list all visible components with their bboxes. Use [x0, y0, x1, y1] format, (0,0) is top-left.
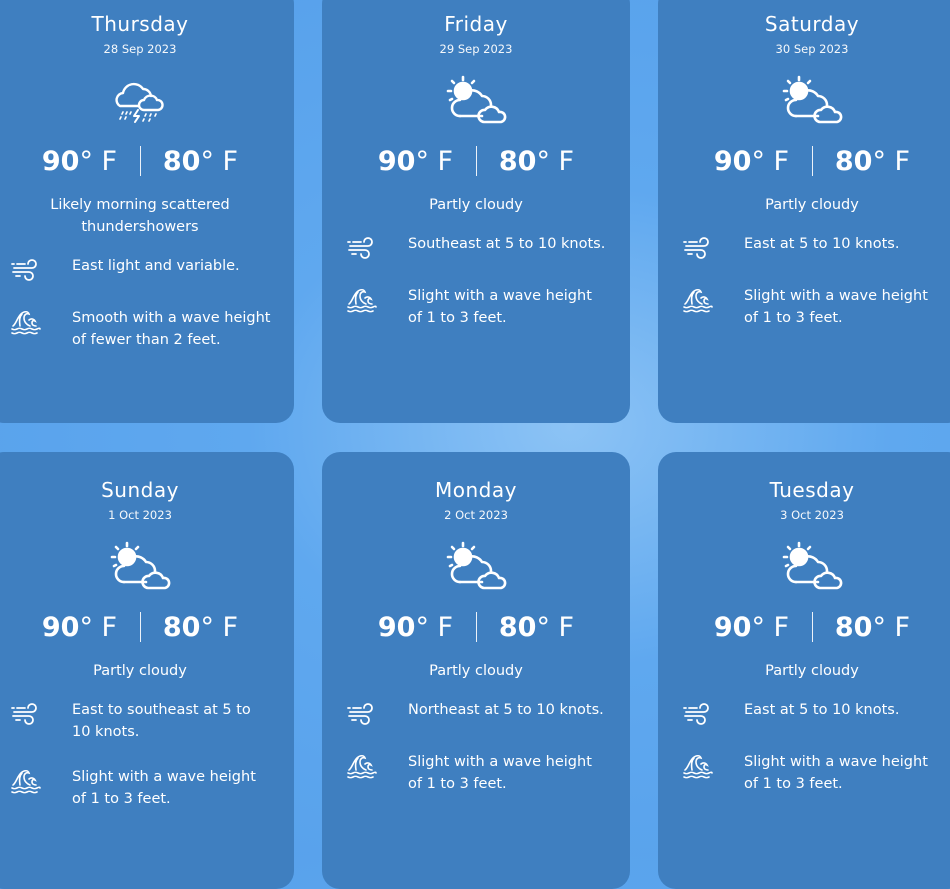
temp-divider	[139, 146, 141, 176]
low-temp: 80° F	[498, 611, 575, 643]
high-temp: 90° F	[713, 611, 790, 643]
weather-description: Partly cloudy	[765, 197, 859, 213]
wave-info: Slight with a wave height of 1 to 3 feet…	[658, 285, 950, 329]
wave-text: Slight with a wave height of 1 to 3 feet…	[408, 754, 592, 792]
wind-text: East to southeast at 5 to 10 knots.	[72, 702, 251, 740]
forecast-card-saturday: Saturday 30 Sep 2023 90° F 80° F Partly …	[658, 0, 950, 423]
temperature-range: 90° F 80° F	[356, 144, 597, 178]
wind-icon	[11, 703, 37, 725]
waves-icon	[11, 769, 41, 794]
wind-icon	[11, 259, 37, 281]
wind-icon	[347, 703, 373, 725]
wind-info: Southeast at 5 to 10 knots.	[322, 233, 630, 262]
wind-info: East light and variable.	[0, 255, 294, 284]
waves-icon	[347, 754, 377, 779]
low-temp: 80° F	[162, 145, 239, 177]
wind-icon	[347, 237, 373, 259]
partly-cloudy-icon	[444, 74, 508, 130]
day-name: Monday	[435, 478, 517, 502]
wave-text: Slight with a wave height of 1 to 3 feet…	[72, 769, 256, 807]
temperature-range: 90° F 80° F	[20, 144, 261, 178]
wind-text: East light and variable.	[72, 258, 240, 274]
wind-text: Northeast at 5 to 10 knots.	[408, 702, 604, 718]
wind-info: Northeast at 5 to 10 knots.	[322, 699, 630, 728]
wind-text: Southeast at 5 to 10 knots.	[408, 236, 606, 252]
weather-description: Partly cloudy	[93, 663, 187, 679]
wave-info: Slight with a wave height of 1 to 3 feet…	[322, 751, 630, 795]
low-temp: 80° F	[834, 145, 911, 177]
weather-description: Partly cloudy	[429, 197, 523, 213]
forecast-card-tuesday: Tuesday 3 Oct 2023 90° F 80° F Partly cl…	[658, 452, 950, 889]
high-temp: 90° F	[377, 145, 454, 177]
high-temp: 90° F	[41, 145, 118, 177]
weather-description: Partly cloudy	[765, 663, 859, 679]
wind-info: East to southeast at 5 to 10 knots.	[0, 699, 294, 743]
day-name: Thursday	[91, 12, 189, 36]
partly-cloudy-icon	[780, 540, 844, 596]
waves-icon	[11, 310, 41, 335]
low-temp: 80° F	[162, 611, 239, 643]
wave-text: Slight with a wave height of 1 to 3 feet…	[744, 288, 928, 326]
day-date: 29 Sep 2023	[439, 42, 513, 56]
day-name: Saturday	[764, 12, 860, 36]
wind-info: East at 5 to 10 knots.	[658, 699, 950, 728]
wave-text: Smooth with a wave height of fewer than …	[72, 310, 271, 348]
wave-info: Smooth with a wave height of fewer than …	[0, 307, 294, 351]
temp-divider	[139, 612, 141, 642]
temp-divider	[475, 612, 477, 642]
forecast-card-sunday: Sunday 1 Oct 2023 90° F 80° F Partly clo…	[0, 452, 294, 889]
day-date: 30 Sep 2023	[775, 42, 849, 56]
temperature-range: 90° F 80° F	[692, 610, 933, 644]
weather-description: Partly cloudy	[429, 663, 523, 679]
waves-icon	[347, 288, 377, 313]
wind-text: East at 5 to 10 knots.	[744, 702, 900, 718]
forecast-card-friday: Friday 29 Sep 2023 90° F 80° F Partly cl…	[322, 0, 630, 423]
high-temp: 90° F	[377, 611, 454, 643]
day-date: 1 Oct 2023	[108, 508, 172, 522]
partly-cloudy-icon	[108, 540, 172, 596]
temperature-range: 90° F 80° F	[692, 144, 933, 178]
day-name: Friday	[444, 12, 508, 36]
partly-cloudy-icon	[444, 540, 508, 596]
partly-cloudy-icon	[780, 74, 844, 130]
wind-icon	[683, 703, 709, 725]
wave-text: Slight with a wave height of 1 to 3 feet…	[744, 754, 928, 792]
weather-description: Likely morning scattered thundershowers	[50, 197, 230, 235]
day-name: Tuesday	[769, 478, 855, 502]
temp-divider	[811, 146, 813, 176]
wind-icon	[683, 237, 709, 259]
day-name: Sunday	[101, 478, 179, 502]
day-date: 28 Sep 2023	[103, 42, 177, 56]
wind-text: East at 5 to 10 knots.	[744, 236, 900, 252]
temp-divider	[811, 612, 813, 642]
day-date: 3 Oct 2023	[780, 508, 844, 522]
wind-info: East at 5 to 10 knots.	[658, 233, 950, 262]
waves-icon	[683, 754, 713, 779]
low-temp: 80° F	[498, 145, 575, 177]
temperature-range: 90° F 80° F	[356, 610, 597, 644]
wave-info: Slight with a wave height of 1 to 3 feet…	[658, 751, 950, 795]
high-temp: 90° F	[713, 145, 790, 177]
wave-info: Slight with a wave height of 1 to 3 feet…	[322, 285, 630, 329]
high-temp: 90° F	[41, 611, 118, 643]
forecast-card-thursday: Thursday 28 Sep 2023 90° F 80° F Likely …	[0, 0, 294, 423]
waves-icon	[683, 288, 713, 313]
low-temp: 80° F	[834, 611, 911, 643]
wave-info: Slight with a wave height of 1 to 3 feet…	[0, 766, 294, 810]
thunderstorm-cloud-icon	[108, 74, 172, 130]
day-date: 2 Oct 2023	[444, 508, 508, 522]
wave-text: Slight with a wave height of 1 to 3 feet…	[408, 288, 592, 326]
forecast-card-monday: Monday 2 Oct 2023 90° F 80° F Partly clo…	[322, 452, 630, 889]
temp-divider	[475, 146, 477, 176]
temperature-range: 90° F 80° F	[20, 610, 261, 644]
